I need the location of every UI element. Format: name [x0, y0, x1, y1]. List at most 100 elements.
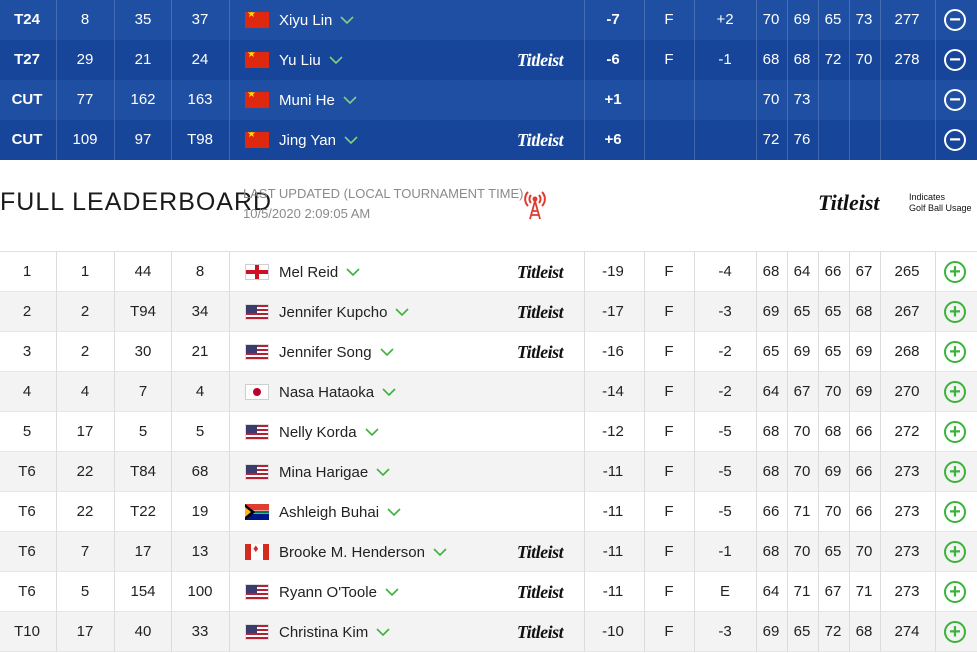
- player-cell[interactable]: Mina Harigae: [245, 452, 390, 492]
- player-cell[interactable]: Yu Liu: [245, 40, 343, 80]
- add-favorite-button[interactable]: +: [944, 301, 966, 323]
- add-favorite-button[interactable]: +: [944, 501, 966, 523]
- chevron-down-icon[interactable]: [344, 135, 358, 145]
- add-favorite-button[interactable]: +: [944, 261, 966, 283]
- chevron-down-icon[interactable]: [329, 55, 343, 65]
- column-divider: [584, 120, 585, 160]
- column-divider: [849, 572, 850, 612]
- round-3-score: 67: [824, 583, 842, 600]
- chevron-down-icon[interactable]: [380, 347, 394, 357]
- column-divider: [818, 452, 819, 492]
- round-3-score: 66: [824, 263, 842, 280]
- column-divider: [880, 612, 881, 652]
- column-divider: [849, 612, 850, 652]
- remove-favorite-button[interactable]: −: [944, 89, 966, 111]
- to-par: -14: [602, 383, 624, 400]
- player-cell[interactable]: Brooke M. Henderson: [245, 532, 447, 572]
- column-divider: [849, 292, 850, 332]
- rank-col-2: 35: [134, 11, 152, 28]
- position: 5: [22, 423, 32, 440]
- column-divider: [694, 80, 695, 120]
- player-cell[interactable]: Ashleigh Buhai: [245, 492, 401, 532]
- player-name[interactable]: Jing Yan: [279, 131, 336, 149]
- column-divider: [756, 612, 757, 652]
- total-score: 268: [894, 343, 920, 360]
- player-cell[interactable]: Nelly Korda: [245, 412, 379, 452]
- remove-favorite-button[interactable]: −: [944, 129, 966, 151]
- chevron-down-icon[interactable]: [387, 507, 401, 517]
- player-cell[interactable]: Nasa Hataoka: [245, 372, 396, 412]
- favorite-row: T27 29 21 24 -6 F -1 68 68 72 70 278 Yu Liu Titleist −: [0, 40, 977, 80]
- player-name[interactable]: Mel Reid: [279, 263, 339, 281]
- chevron-down-icon[interactable]: [395, 307, 409, 317]
- total-score: 273: [894, 463, 920, 480]
- player-cell[interactable]: Muni He: [245, 80, 357, 120]
- chevron-down-icon[interactable]: [385, 587, 399, 597]
- rank-col-3: 34: [191, 303, 209, 320]
- column-divider: [584, 612, 585, 652]
- chevron-down-icon[interactable]: [376, 627, 390, 637]
- column-divider: [584, 412, 585, 452]
- rank-col-2: T22: [130, 503, 156, 520]
- column-divider: [171, 120, 172, 160]
- add-favorite-button[interactable]: +: [944, 581, 966, 603]
- player-cell[interactable]: Mel Reid: [245, 252, 360, 292]
- today-score: -5: [718, 423, 732, 440]
- column-divider: [171, 80, 172, 120]
- column-divider: [644, 372, 645, 412]
- chevron-down-icon[interactable]: [382, 387, 396, 397]
- player-name[interactable]: Christina Kim: [279, 623, 369, 641]
- rank-col-2: 30: [134, 343, 152, 360]
- player-name[interactable]: Brooke M. Henderson: [279, 543, 425, 561]
- column-divider: [171, 292, 172, 332]
- column-divider: [935, 532, 936, 572]
- player-name[interactable]: Jennifer Kupcho: [279, 303, 388, 321]
- chevron-down-icon[interactable]: [343, 95, 357, 105]
- column-divider: [644, 612, 645, 652]
- player-cell[interactable]: Christina Kim: [245, 612, 390, 652]
- favorite-row: CUT 77 162 163 +1 70 73 Muni He −: [0, 80, 977, 120]
- add-favorite-button[interactable]: +: [944, 341, 966, 363]
- column-divider: [880, 252, 881, 292]
- remove-favorite-button[interactable]: −: [944, 9, 966, 31]
- add-favorite-button[interactable]: +: [944, 541, 966, 563]
- player-name[interactable]: Jennifer Song: [279, 343, 372, 361]
- column-divider: [114, 612, 115, 652]
- player-name[interactable]: Yu Liu: [279, 51, 321, 69]
- add-favorite-button[interactable]: +: [944, 381, 966, 403]
- add-favorite-button[interactable]: +: [944, 461, 966, 483]
- chevron-down-icon[interactable]: [376, 467, 390, 477]
- player-name[interactable]: Muni He: [279, 91, 335, 109]
- column-divider: [880, 532, 881, 572]
- column-divider: [935, 572, 936, 612]
- player-cell[interactable]: Xiyu Lin: [245, 0, 354, 40]
- player-name[interactable]: Mina Harigae: [279, 463, 369, 481]
- add-favorite-button[interactable]: +: [944, 621, 966, 643]
- today-score: -5: [718, 463, 732, 480]
- remove-favorite-button[interactable]: −: [944, 49, 966, 71]
- player-name[interactable]: Xiyu Lin: [279, 11, 333, 29]
- column-divider: [56, 492, 57, 532]
- chevron-down-icon[interactable]: [340, 15, 354, 25]
- player-name[interactable]: Nasa Hataoka: [279, 383, 375, 401]
- column-divider: [229, 252, 230, 292]
- player-cell[interactable]: Ryann O'Toole: [245, 572, 399, 612]
- player-cell[interactable]: Jennifer Song: [245, 332, 394, 372]
- chevron-down-icon[interactable]: [346, 267, 360, 277]
- table-row: T6 22 T22 19 -11 F -5 66 71 70 66 273 Ashleigh Buhai…: [0, 492, 977, 532]
- player-cell[interactable]: Jing Yan: [245, 120, 358, 160]
- round-4-score: 70: [855, 51, 873, 68]
- chevron-down-icon[interactable]: [364, 427, 379, 437]
- player-name[interactable]: Nelly Korda: [279, 423, 357, 441]
- today-score: -2: [718, 383, 732, 400]
- table-row: 2 2 T94 34 -17 F -3 69 65 65 68 267 Jennifer Kupcho T…: [0, 292, 977, 332]
- player-name[interactable]: Ashleigh Buhai: [279, 503, 380, 521]
- to-par: -10: [602, 623, 624, 640]
- rank-col-1: 5: [80, 583, 90, 600]
- player-name[interactable]: Ryann O'Toole: [279, 583, 377, 601]
- add-favorite-button[interactable]: +: [944, 421, 966, 443]
- column-divider: [818, 612, 819, 652]
- column-divider: [56, 372, 57, 412]
- player-cell[interactable]: Jennifer Kupcho: [245, 292, 409, 332]
- chevron-down-icon[interactable]: [433, 547, 447, 557]
